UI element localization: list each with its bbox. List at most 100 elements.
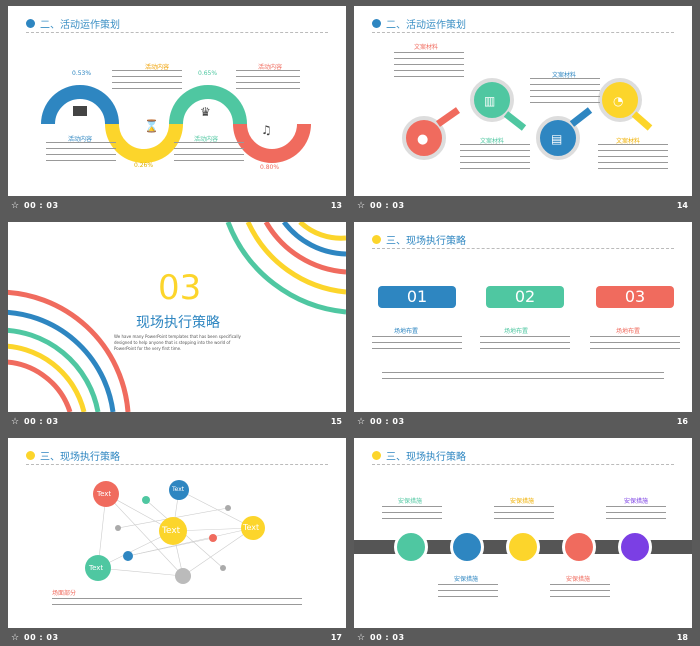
- slide-title: 三、现场执行策略: [372, 232, 466, 247]
- body-text: [550, 584, 610, 602]
- magnifier-diagram: ● ▥ ▤ ◔: [402, 78, 653, 160]
- network-diagram: [85, 480, 265, 584]
- step-ticket: 01: [378, 286, 456, 308]
- content-label: 安保措施: [566, 576, 591, 583]
- slide-title-text: 三、现场执行策略: [386, 452, 466, 463]
- slide-number: 18: [676, 633, 688, 642]
- percent-label: 0.65%: [198, 70, 218, 77]
- body-text: [382, 506, 442, 524]
- slide-thumbnail-14[interactable]: 二、活动运作策划 ● ▥ ▤ ◔ 文案材料 文案材料 文案材料 文案材料 ☆ 0…: [354, 6, 692, 216]
- slide-timing: 00 : 03: [370, 201, 405, 210]
- monitor-icon: [562, 530, 596, 564]
- content-label: 场面部分: [52, 590, 77, 597]
- svg-text:⌛: ⌛: [144, 119, 159, 133]
- percent-label: 0.26%: [134, 162, 154, 169]
- content-label: 文案材料: [552, 72, 577, 79]
- globe-icon: [450, 530, 484, 564]
- content-label: 安保措施: [510, 498, 535, 505]
- node-label: Text: [89, 564, 104, 572]
- slide-footer: ☆ 00 : 03 17: [8, 628, 346, 646]
- content-label: 文案材料: [480, 138, 505, 145]
- body-text: [598, 144, 668, 174]
- bullet-dot: [372, 19, 381, 28]
- bullet-dot: [26, 451, 35, 460]
- content-label: 安保措施: [624, 498, 649, 505]
- slide-thumbnail-13[interactable]: 二、活动运作策划 ⌛ ♛ ♫ 0.53% 0.65% 0.26% 0.80% 活…: [8, 6, 346, 216]
- body-text: [112, 70, 182, 94]
- lightbulb-icon: [618, 530, 652, 564]
- svg-text:▥: ▥: [484, 94, 495, 108]
- star-icon[interactable]: ☆: [357, 201, 366, 211]
- slide-canvas: 二、活动运作策划 ⌛ ♛ ♫ 0.53% 0.65% 0.26% 0.80% 活…: [8, 6, 346, 196]
- slide-number: 15: [330, 417, 342, 426]
- star-icon[interactable]: ☆: [357, 417, 366, 427]
- slide-title-text: 三、现场执行策略: [40, 452, 120, 463]
- body-text: [606, 506, 666, 524]
- body-text: [480, 336, 570, 354]
- star-icon[interactable]: ☆: [11, 417, 20, 427]
- slide-canvas: 三、现场执行策略 01 02 03 场地布置 场地布置 场地布置: [354, 222, 692, 412]
- slide-footer: ☆ 00 : 03 16: [354, 412, 692, 432]
- content-label: 安保措施: [398, 498, 423, 505]
- body-text: [52, 598, 302, 610]
- content-label: 文案材料: [616, 138, 641, 145]
- section-description: We have many PowerPoint templates that h…: [114, 334, 241, 351]
- title-divider: [372, 248, 674, 249]
- star-icon[interactable]: ☆: [11, 201, 20, 211]
- wave-diagram: ⌛ ♛ ♫: [41, 85, 311, 163]
- body-text: [460, 144, 530, 174]
- slide-timing: 00 : 03: [24, 201, 59, 210]
- title-divider: [26, 32, 328, 33]
- step-ticket: 03: [596, 286, 674, 308]
- node-label: Text: [97, 490, 112, 498]
- step-ticket: 02: [486, 286, 564, 308]
- slide-number: 16: [676, 417, 688, 426]
- content-label: 活动内容: [194, 136, 219, 143]
- content-label: 活动内容: [258, 64, 283, 71]
- node-label: Text: [243, 523, 260, 532]
- slide-timing: 00 : 03: [370, 633, 405, 642]
- decorative-arcs: [8, 222, 346, 412]
- slide-thumbnail-16[interactable]: 三、现场执行策略 01 02 03 场地布置 场地布置 场地布置 ☆ 00 : …: [354, 222, 692, 432]
- body-text: [174, 142, 244, 166]
- body-text: [372, 336, 462, 354]
- slide-title: 三、现场执行策略: [372, 448, 466, 463]
- slide-thumbnail-17[interactable]: 三、现场执行策略 Text: [8, 438, 346, 646]
- content-label: 活动内容: [68, 136, 93, 143]
- slide-canvas: 三、现场执行策略 安保措施 安保措施 安保措施 安保措施 安保措施: [354, 438, 692, 628]
- bullet-dot: [372, 235, 381, 244]
- slide-footer: ☆ 00 : 03 15: [8, 412, 346, 432]
- bullet-dot: [372, 451, 381, 460]
- content-label: 场地布置: [616, 328, 641, 335]
- svg-text:●: ●: [417, 132, 428, 147]
- slide-footer: ☆ 00 : 03 13: [8, 196, 346, 216]
- slide-title-text: 三、现场执行策略: [386, 236, 466, 247]
- slide-number: 14: [676, 201, 688, 210]
- node-label: Text: [162, 526, 181, 536]
- percent-label: 0.80%: [260, 164, 280, 171]
- slide-thumbnail-15[interactable]: 03 现场执行策略 We have many PowerPoint templa…: [8, 222, 346, 432]
- slide-number: 17: [330, 633, 342, 642]
- body-text: [236, 70, 300, 94]
- slide-title: 二、活动运作策划: [26, 16, 120, 31]
- percent-label: 0.53%: [72, 70, 92, 77]
- star-icon[interactable]: ☆: [357, 633, 366, 643]
- slide-thumbnail-18[interactable]: 三、现场执行策略 安保措施 安保措施 安保措施 安保措施 安保措施 ☆ 00 :…: [354, 438, 692, 646]
- svg-text:◔: ◔: [613, 94, 623, 108]
- svg-text:♛: ♛: [200, 105, 211, 119]
- star-icon[interactable]: ☆: [11, 633, 20, 643]
- slide-footer: ☆ 00 : 03 14: [354, 196, 692, 216]
- body-text: [438, 584, 498, 602]
- svg-text:♫: ♫: [261, 123, 272, 137]
- running-icon: [394, 530, 428, 564]
- body-text: [530, 78, 600, 108]
- body-text: [394, 52, 464, 82]
- target-icon: [506, 530, 540, 564]
- title-divider: [372, 32, 674, 33]
- body-text: [590, 336, 680, 354]
- section-number: 03: [158, 268, 202, 308]
- section-heading: 现场执行策略: [136, 315, 220, 331]
- content-label: 场地布置: [504, 328, 529, 335]
- content-label: 文案材料: [414, 44, 439, 51]
- slide-footer: ☆ 00 : 03 18: [354, 628, 692, 646]
